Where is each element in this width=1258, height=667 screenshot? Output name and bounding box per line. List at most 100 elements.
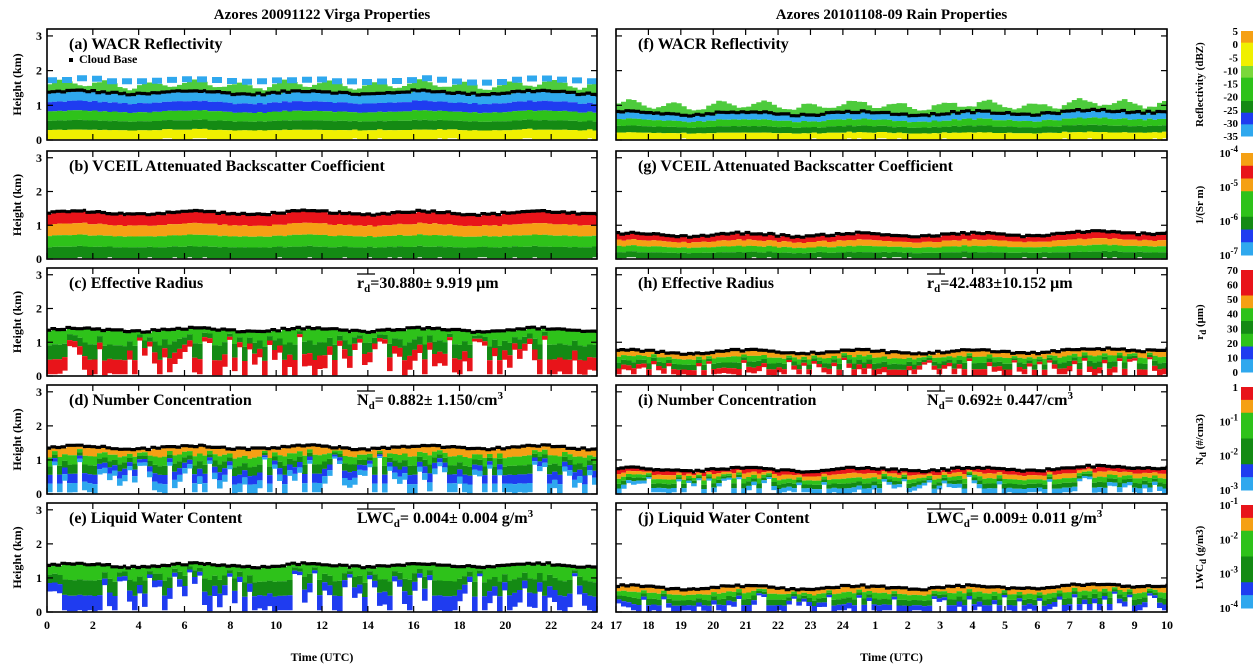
colorbar-tick-label: 10 [1227,352,1239,364]
panel: 0 1 2 3 Height (km) (a) WACR ReflectivityClou… [10,28,598,147]
panel-title: (j) Liquid Water Content [638,510,810,527]
data-layer-green [616,117,1167,128]
data-layer-darkgreen [47,566,597,597]
data-layer-darkgreen [616,124,1167,134]
x-tick-label: 3 [937,618,943,632]
colorbar-tick-label: 10-3 [1220,565,1239,581]
colorbar-label: Nd (#/cm3) [1194,414,1208,465]
colorbar-label: rd (μm) [1194,304,1208,340]
y-axis-label: Height (km) [10,291,24,353]
y-tick-label: 3 [36,151,42,165]
column-title: Azores 20101108-09 Rain Properties [776,7,1008,23]
data-layer-green [616,471,1167,485]
colorbar-swatch [1241,569,1253,583]
panel-title: (e) Liquid Water Content [69,510,243,527]
reflectivity-haze-top [47,75,597,86]
colorbar: 1 10-1 10-2 10-3 Nd (#/cm3) [1194,382,1253,497]
y-tick-label: 1 [36,98,42,112]
colorbar-swatch [1241,77,1253,90]
y-axis-label: Height (km) [10,174,24,236]
y-tick-label: 2 [36,302,42,316]
y-tick-label: 0 [36,369,42,383]
colorbar-tick-label: 0 [1233,39,1239,51]
colorbar-swatch [1241,505,1253,519]
data-layer-lightblue [616,475,1167,494]
data-layer-orange [616,468,1167,481]
colorbar: 10-1 10-2 10-3 10-4 LWCd (g/m3) [1194,496,1253,615]
colorbar-swatch [1241,451,1253,465]
colorbar-swatch [1241,425,1253,439]
x-tick-label: 4 [136,618,142,632]
data-layer-yellow [616,131,1167,140]
data-layer-orange [616,584,1167,596]
colorbar-tick-label: 10-2 [1220,447,1239,463]
data-layer-orange [47,445,597,459]
colorbar-swatch [1241,333,1253,347]
data-layer-darkgreen [616,354,1167,371]
cloud-base-points [616,107,1167,118]
panel-data [47,75,597,140]
y-tick-label: 0 [36,605,42,619]
x-tick-label: 2 [90,618,96,632]
data-layer-green [47,327,597,347]
y-tick-label: 1 [36,571,42,585]
panel-title: (b) VCEIL Attenuated Backscatter Coeffic… [69,158,385,175]
panel: 0 1 2 3 Height (km) (c) Effective Radius rd=30… [10,267,598,383]
colorbar-swatch [1241,178,1253,192]
data-layer-blue [616,591,1167,612]
panel-data [47,561,597,612]
colorbar-swatch [1241,595,1253,609]
x-tick-label: 20 [707,618,719,632]
colorbar-swatch [1241,530,1253,545]
x-tick-label: 10 [270,618,282,632]
colorbar-label: LWCd (g/m3) [1194,525,1208,589]
colorbar-tick-label: -15 [1223,79,1238,91]
colorbar-tick-label: 10-5 [1220,178,1239,194]
panel-title: (g) VCEIL Attenuated Backscatter Coeffic… [638,158,954,175]
x-tick-label: 2 [905,618,911,632]
y-tick-label: 3 [36,268,42,282]
colorbar-tick-label: 60 [1227,280,1239,292]
cloud-base-points [47,88,597,97]
panel-title: (i) Number Concentration [638,392,816,409]
panel-frame [615,28,1168,141]
colorbar-swatch [1241,282,1253,296]
y-tick-label: 2 [36,537,42,551]
colorbar: 10-4 10-5 10-6 10-7 1/(Sr m) [1194,144,1253,262]
panel-data [47,443,597,494]
colorbar-swatch [1241,31,1253,44]
data-layer-green [616,244,1167,254]
colorbar-tick-label: -25 [1223,105,1238,117]
x-tick-label: 6 [1034,618,1040,632]
data-layer-darkgreen [47,331,597,361]
colorbar: 70 60 50 40 30 20 10 0 rd (μm) [1194,265,1253,379]
x-tick-label: 23 [804,618,816,632]
panel-title: (f) WACR Reflectivity [638,36,789,53]
panel-statistic: rd=42.483±10.152 μm [927,275,1073,295]
colorbar-tick-label: -10 [1223,65,1238,77]
panel-statistic: LWCd= 0.004± 0.004 g/m3 [357,508,534,530]
data-layer-darkgreen [616,589,1167,607]
panel: (f) WACR Reflectivity [615,28,1168,141]
x-tick-label: 22 [772,618,784,632]
cloud-base-points [616,229,1167,239]
panel-statistic: Nd= 0.692± 0.447/cm3 [927,390,1073,412]
panel-title: (h) Effective Radius [638,275,774,292]
cloud-base-points [616,463,1167,474]
colorbar-swatch [1241,359,1253,373]
legend-marker [69,58,73,62]
cloud-base-points [47,325,597,334]
y-tick-label: 2 [36,64,42,78]
colorbar-swatch [1241,270,1253,284]
colorbar-tick-label: 10-6 [1220,212,1239,228]
colorbar-tick-label: 1 [1233,382,1239,394]
colorbar-tick-label: 10-1 [1220,496,1239,512]
x-tick-label: 18 [454,618,466,632]
colorbar-tick-label: 10-1 [1220,412,1239,428]
colorbar-tick-label: -35 [1223,131,1238,143]
colorbar-swatch [1241,165,1253,179]
x-tick-label: 8 [1099,618,1105,632]
colorbar-swatch [1241,42,1253,55]
data-layer-orange [47,222,597,238]
panel-data [616,346,1167,376]
